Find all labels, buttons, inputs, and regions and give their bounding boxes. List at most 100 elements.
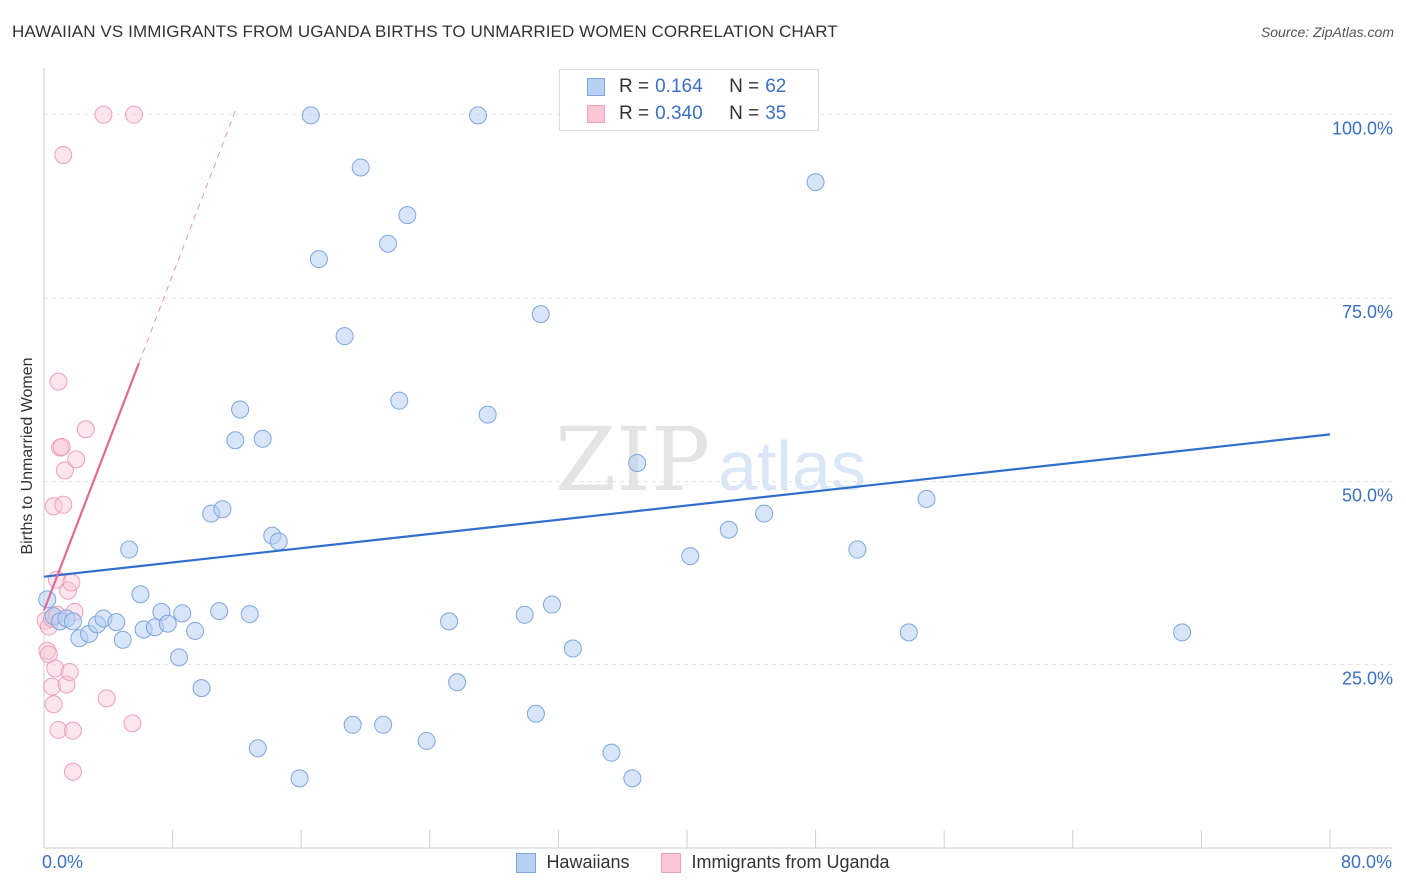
hawaiian-point [351, 158, 370, 177]
uganda-point [54, 146, 73, 164]
hawaiian-point [63, 612, 82, 631]
hawaiian-point [719, 520, 738, 539]
hawaiian-point [131, 585, 150, 604]
uganda-point [63, 762, 82, 781]
hawaiian-point [448, 673, 467, 692]
uganda-point [123, 714, 142, 733]
hawaiian-point [173, 604, 192, 623]
hawaiian-point [248, 739, 267, 758]
legend-swatch-hawaiians [587, 78, 605, 96]
hawaiian-point [301, 106, 320, 125]
uganda-point [94, 105, 113, 124]
hawaiian-point [531, 305, 550, 324]
legend-label-hawaiians: Hawaiians [546, 852, 630, 872]
uganda-point [46, 659, 65, 678]
hawaiian-point [848, 540, 867, 559]
hawaiian-point [417, 731, 436, 750]
legend-row-uganda: R = 0.340 N = 35 [560, 101, 786, 127]
uganda-points [36, 105, 144, 781]
legend-swatch-uganda [587, 105, 605, 123]
legend-item-hawaiians: Hawaiians [516, 852, 629, 873]
hawaiian-point [170, 648, 189, 667]
legend-n-label: N = [729, 103, 760, 124]
hawaiian-point [526, 704, 545, 723]
source-credit: Source: ZipAtlas.com [1260, 24, 1394, 40]
uganda-point [43, 677, 62, 696]
uganda-point [125, 105, 144, 124]
hawaiian-point [628, 454, 647, 472]
hawaiian-point [542, 595, 561, 614]
hawaiian-point [469, 106, 488, 125]
axes [43, 68, 1392, 849]
hawaiian-point [515, 605, 534, 624]
uganda-point [51, 438, 70, 457]
hawaiian-point [186, 621, 205, 640]
hawaiian-point [806, 173, 825, 192]
hawaiian-point [602, 743, 621, 762]
legend-r-value: 0.340 [655, 103, 703, 124]
series-legend: Hawaiians Immigrants from Uganda [0, 852, 1406, 873]
gridlines [44, 114, 1392, 666]
legend-n-label: N = [729, 76, 760, 97]
hawaiian-point [158, 614, 177, 633]
y-tick-labels: 25.0% 50.0% 75.0% 100.0% [1332, 119, 1393, 689]
uganda-point [62, 573, 81, 592]
trend-lines [42, 110, 1331, 611]
hawaiian-point [309, 250, 328, 269]
uganda-point [54, 495, 73, 514]
stats-legend: R = 0.164 N = 62 R = 0.340 N = 35 [559, 69, 819, 131]
hawaiian-point [213, 500, 232, 519]
uganda-point [52, 437, 71, 456]
uganda-point [67, 450, 86, 469]
hawaiian-point [269, 532, 288, 551]
legend-n-value: 62 [765, 76, 787, 97]
hawaiian-point [290, 769, 309, 788]
y-tick-label: 25.0% [1342, 669, 1393, 689]
uganda-trend-line [138, 110, 236, 364]
uganda-point [55, 461, 74, 480]
hawaiian-point [917, 489, 936, 508]
legend-r-value: 0.164 [655, 76, 703, 97]
legend-n-value: 35 [765, 103, 787, 124]
uganda-point [44, 695, 63, 714]
hawaiian-point [1173, 623, 1192, 642]
hawaiian-point [755, 504, 774, 523]
x-tick-min: 0.0% [42, 852, 84, 872]
uganda-point [49, 720, 68, 739]
chart-title: HAWAIIAN VS IMMIGRANTS FROM UGANDA BIRTH… [12, 22, 838, 41]
hawaiian-point [398, 206, 417, 225]
hawaiian-point [226, 431, 245, 450]
hawaiian-point [120, 540, 139, 559]
legend-row-hawaiians: R = 0.164 N = 62 [560, 74, 786, 100]
hawaiian-trend-line [43, 433, 1331, 578]
hawaiian-point [253, 429, 272, 448]
hawaiian-point [210, 602, 229, 621]
hawaiian-point [440, 612, 459, 631]
hawaiian-point [478, 405, 497, 424]
x-tick-max: 80.0% [1340, 852, 1392, 872]
legend-label-uganda: Immigrants from Uganda [691, 852, 890, 872]
hawaiian-point [379, 234, 398, 253]
y-tick-label: 50.0% [1342, 485, 1393, 505]
hawaiian-point [681, 547, 700, 566]
watermark: ZIP atlas [555, 408, 866, 511]
y-tick-label: 75.0% [1342, 302, 1393, 322]
hawaiian-point [192, 679, 211, 698]
y-tick-label: 100.0% [1332, 119, 1393, 139]
hawaiian-point [240, 605, 259, 624]
legend-swatch-hawaiians [516, 852, 537, 873]
uganda-point [49, 372, 68, 391]
uganda-point [60, 663, 79, 681]
hawaiian-point [374, 715, 393, 734]
watermark-atlas: atlas [718, 427, 866, 505]
uganda-point [97, 689, 116, 708]
legend-swatch-uganda [661, 852, 682, 873]
hawaiian-point [335, 327, 354, 346]
legend-r-label: R = [619, 76, 650, 97]
hawaiian-point [343, 715, 362, 734]
uganda-trend-line [42, 362, 140, 611]
uganda-point [76, 420, 95, 439]
hawaiian-point [107, 613, 126, 632]
hawaiian-point [390, 391, 409, 410]
